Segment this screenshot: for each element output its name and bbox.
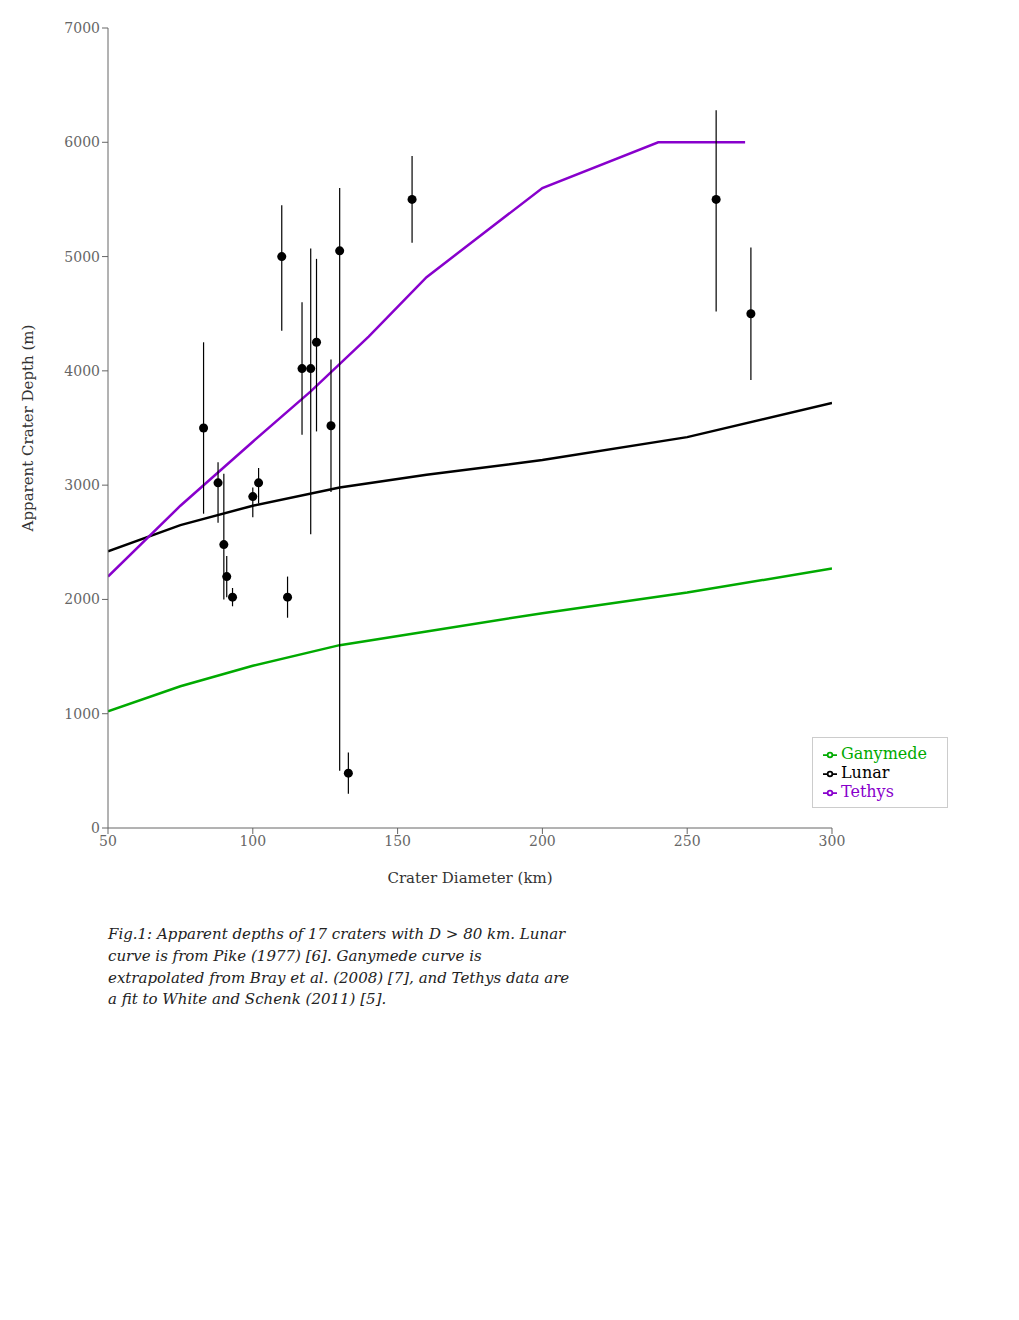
svg-text:Apparent Crater Depth (m): Apparent Crater Depth (m) [19, 325, 37, 533]
html-text:Ganymede: Ganymede [841, 744, 927, 763]
svg-text:6000: 6000 [64, 134, 100, 150]
svg-text:7000: 7000 [64, 20, 100, 36]
svg-text:Crater Diameter (km): Crater Diameter (km) [387, 869, 552, 887]
svg-text:50: 50 [99, 833, 117, 849]
svg-text:3000: 3000 [64, 477, 100, 493]
html-text:Lunar: Lunar [841, 763, 890, 782]
svg-text:4000: 4000 [64, 363, 100, 379]
svg-text:150: 150 [384, 833, 411, 849]
svg-text:5000: 5000 [64, 249, 100, 265]
svg-text:0: 0 [91, 820, 100, 836]
svg-text:250: 250 [674, 833, 701, 849]
html-text:a fit to White and Schenk (201: a fit to White and Schenk (2011) [5]. [108, 990, 387, 1009]
svg-text:2000: 2000 [64, 591, 100, 607]
html-text:Fig.1: Apparent depths of 17 c: Fig.1: Apparent depths of 17 craters wit… [108, 925, 566, 943]
html-text:extrapolated from Bray et al.: extrapolated from Bray et al. (2008) [7]… [108, 968, 570, 987]
svg-text:300: 300 [819, 833, 846, 849]
svg-text:1000: 1000 [64, 706, 100, 722]
svg-text:200: 200 [529, 833, 556, 849]
svg-text:100: 100 [239, 833, 266, 849]
html-text:curve is from Pike (1977) [6].: curve is from Pike (1977) [6]. Ganymede … [108, 946, 482, 965]
html-text:Tethys: Tethys [841, 782, 894, 801]
